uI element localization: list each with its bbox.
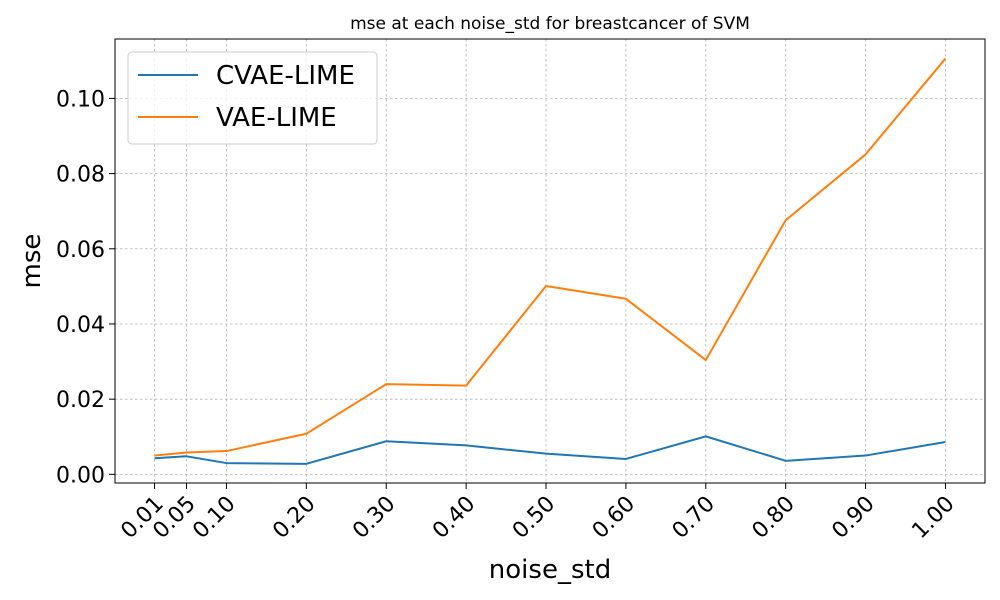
x-tick-label: 1.00 — [907, 492, 959, 544]
y-axis-ticks: 0.00 0.02 0.04 0.06 0.08 0.10 — [56, 87, 115, 488]
x-tick-label: 0.10 — [188, 492, 240, 544]
series-line-cvae-lime — [154, 435, 946, 465]
y-axis-label: mse — [17, 234, 47, 289]
x-tick-label: 0.50 — [508, 492, 560, 544]
y-tick-label: 0.04 — [56, 313, 105, 338]
x-tick-label: 0.80 — [748, 492, 800, 544]
x-tick-label: 0.40 — [428, 492, 480, 544]
x-tick-label: 0.30 — [348, 492, 400, 544]
series-line-vae-lime — [154, 57, 947, 457]
x-tick-label: 0.90 — [827, 492, 879, 544]
chart-title: mse at each noise_std for breastcancer o… — [350, 14, 750, 34]
legend-label-cvae-lime: CVAE-LIME — [216, 61, 355, 91]
y-tick-label: 0.02 — [56, 388, 105, 413]
legend-label-vae-lime: VAE-LIME — [216, 103, 337, 133]
y-tick-label: 0.10 — [56, 87, 105, 112]
plot-frame — [114, 38, 986, 484]
y-tick-label: 0.00 — [56, 463, 105, 488]
x-tick-label: 0.60 — [588, 492, 640, 544]
series-lines — [154, 57, 947, 465]
x-axis-label: noise_std — [489, 555, 611, 585]
x-axis-ticks: 0.010.050.10 0.20 0.30 0.40 0.50 0.60 0.70 0.80… — [116, 483, 960, 544]
x-tick-label: 0.70 — [668, 492, 720, 544]
y-tick-label: 0.08 — [56, 163, 105, 188]
x-tick-label: 0.20 — [268, 492, 320, 544]
legend: CVAE-LIME VAE-LIME — [127, 51, 378, 145]
y-tick-label: 0.06 — [56, 238, 105, 263]
grid — [115, 39, 985, 483]
